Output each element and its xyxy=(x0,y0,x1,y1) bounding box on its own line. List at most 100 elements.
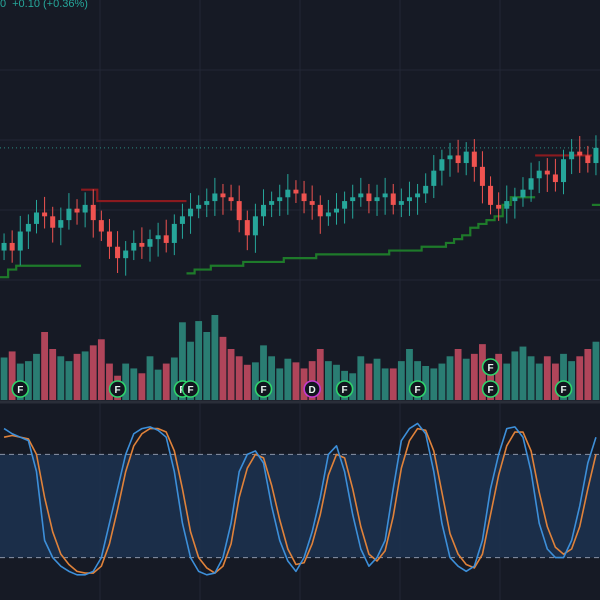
candle xyxy=(447,142,453,177)
candle-body xyxy=(439,159,445,171)
volume-bar xyxy=(292,362,300,400)
candle xyxy=(333,193,339,225)
volume-bar xyxy=(203,332,211,400)
volume-bar xyxy=(365,363,373,400)
candle xyxy=(277,184,283,216)
volume-bar xyxy=(284,358,292,400)
candle-body xyxy=(350,197,356,202)
candle xyxy=(512,187,518,219)
volume-bar xyxy=(576,356,584,400)
signal-markers[interactable]: FFFFFDFFFFF xyxy=(11,358,573,398)
candle xyxy=(439,149,445,186)
volume-bar xyxy=(106,363,113,400)
volume-bar xyxy=(552,363,559,400)
candle-body xyxy=(204,201,210,205)
volume-bar xyxy=(65,361,73,400)
candle xyxy=(236,185,242,233)
candle-body xyxy=(269,201,275,205)
signal-marker: F xyxy=(408,380,427,398)
candle-body xyxy=(366,193,372,202)
candle-body xyxy=(423,185,429,194)
volume-bar xyxy=(487,358,494,400)
candle-body xyxy=(374,197,380,202)
candle-body xyxy=(147,239,153,247)
candle xyxy=(463,142,469,176)
signal-marker-label: F xyxy=(487,363,493,374)
candle xyxy=(317,195,323,234)
price-change-value: +0.10 (+0.36%) xyxy=(12,0,88,10)
candle-body xyxy=(382,193,388,198)
volume-bar xyxy=(146,356,154,400)
candle xyxy=(42,196,48,229)
candle-body xyxy=(285,189,291,198)
candle xyxy=(293,180,299,203)
volume-bar xyxy=(170,357,178,400)
volume-bar xyxy=(454,349,462,400)
candle-body xyxy=(342,201,348,209)
candle-body xyxy=(455,155,461,164)
volume-bar xyxy=(592,341,600,400)
volume-bar xyxy=(357,356,365,400)
signal-marker: F xyxy=(254,380,273,398)
candle-body xyxy=(66,208,72,221)
volume-bar xyxy=(0,357,8,400)
candle-body xyxy=(261,204,267,217)
volume-bar xyxy=(179,322,186,400)
trailing-stop-series xyxy=(0,154,600,279)
volume-bar xyxy=(122,363,130,400)
candle xyxy=(479,151,485,204)
volume-bar xyxy=(138,373,146,400)
volume-bar xyxy=(162,363,170,400)
volume-bar xyxy=(406,349,413,400)
candle-body xyxy=(50,216,56,228)
volume-bar xyxy=(49,349,57,400)
volume-bar xyxy=(195,321,203,400)
signal-marker-label: F xyxy=(115,385,121,396)
candle-body xyxy=(139,242,145,247)
candle-body xyxy=(325,212,331,217)
volume-bar xyxy=(81,351,89,400)
volume-bar xyxy=(479,344,486,400)
candle-body xyxy=(552,174,558,183)
volume-bar xyxy=(89,345,97,400)
volume-bar xyxy=(511,351,519,400)
candle xyxy=(577,136,583,173)
candle-body xyxy=(196,204,202,209)
candle-body xyxy=(115,246,121,259)
volume-bar xyxy=(41,332,48,400)
candle xyxy=(325,199,331,226)
volume-bar xyxy=(503,363,511,400)
candle-body xyxy=(520,189,526,198)
candle-body xyxy=(42,212,48,217)
candle xyxy=(163,219,169,253)
signal-marker-label: F xyxy=(187,385,193,396)
trailing-stop-segment xyxy=(81,188,187,203)
candle xyxy=(131,230,137,261)
candle xyxy=(301,180,307,214)
candle xyxy=(569,139,575,175)
signal-marker-circle xyxy=(554,380,573,398)
candle-body xyxy=(188,208,194,217)
signal-marker-circle xyxy=(108,380,127,398)
signal-marker-label: D xyxy=(309,385,316,396)
candle xyxy=(504,185,510,224)
signal-marker: D xyxy=(303,380,321,398)
candle xyxy=(285,174,291,215)
candle xyxy=(228,184,234,211)
candlestick-series[interactable] xyxy=(1,135,599,276)
candle xyxy=(106,218,112,259)
candle-body xyxy=(220,193,226,198)
signal-marker-label: F xyxy=(342,385,348,396)
candle xyxy=(188,193,194,234)
candle-body xyxy=(244,220,250,236)
candle-body xyxy=(585,155,591,164)
candle xyxy=(82,192,88,228)
candle-body xyxy=(106,231,112,247)
candle-body xyxy=(479,166,485,186)
candle xyxy=(139,227,145,259)
candle-body xyxy=(293,189,299,194)
candle xyxy=(350,184,356,219)
volume-bar xyxy=(381,368,389,400)
